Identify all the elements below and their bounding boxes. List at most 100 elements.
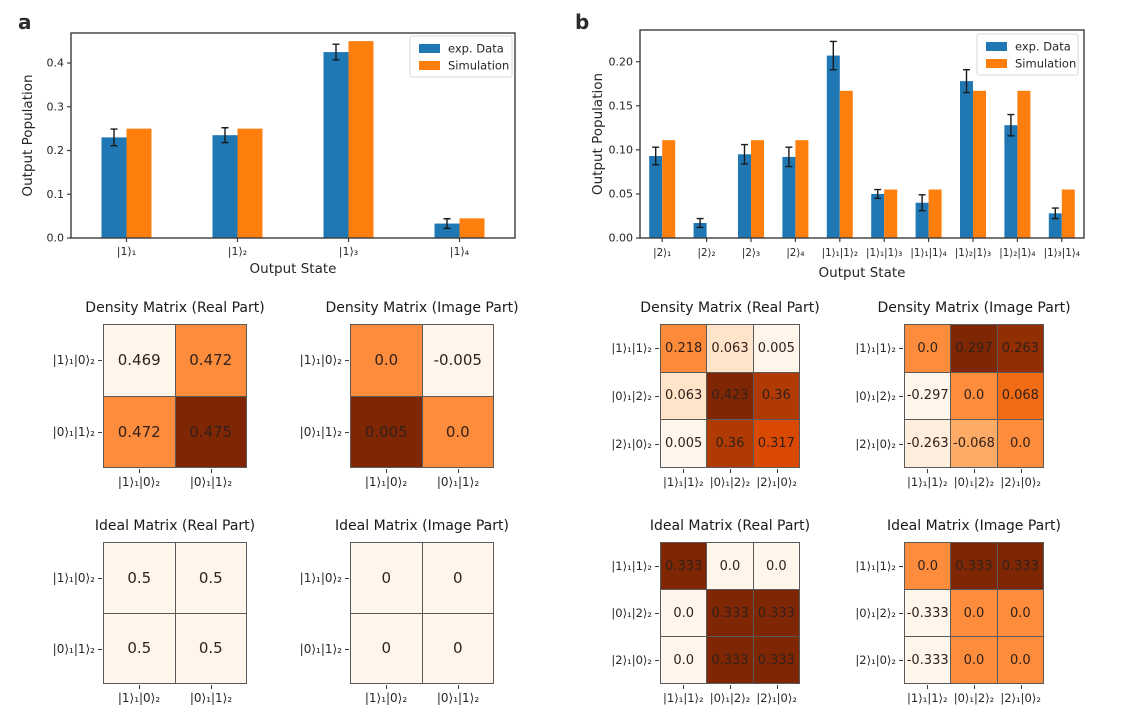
matrix-y-tick [655,565,659,567]
matrix-cell: 0.333 [753,637,799,683]
bar-exp-data [649,156,663,238]
matrix-cell: 0.36 [753,372,799,420]
matrix-y-tick [98,432,102,433]
matrix-b-ideal-imag: Ideal Matrix (Image Part) 0.0 0.333 0.333 -0… [804,518,1084,714]
matrix-cell: 0.333 [951,543,997,589]
matrix-title: Ideal Matrix (Real Part) [649,518,811,534]
matrix-col-label: |0⟩₁|1⟩₂ [189,475,233,489]
bar-simulation [928,189,942,238]
matrix-cell: 0.0 [661,590,707,636]
x-tick-label: |1⟩₂|1⟩₃ [955,247,991,259]
matrix-cell: 0.0 [661,637,707,683]
bar-simulation [1061,189,1075,238]
matrix-x-tick [927,469,929,473]
bar-simulation [751,140,764,238]
matrix-cell: 0.263 [997,325,1043,372]
matrix-row-label: |0⟩₁|2⟩₂ [855,606,896,620]
matrix-y-tick [345,577,349,579]
matrix-y-tick [345,648,349,650]
legend-swatch [986,59,1007,68]
matrix-row-label: |1⟩₁|0⟩₂ [299,353,342,367]
bar-chart-b: 0.00 0.05 0.10 0.15 0.20 |2⟩₁ |2⟩₂ |2⟩₃ |2⟩₄ |1⟩₁… [590,29,1085,281]
bar-exp-data [1048,213,1062,238]
bar-simulation [795,140,809,238]
heatmap-grid: 0.469 0.472 0.472 0.475 [103,324,247,468]
matrix-row-label: |2⟩₁|0⟩₂ [611,437,652,451]
matrix-title: Ideal Matrix (Image Part) [335,518,509,534]
matrix-cell: -0.297 [905,372,951,420]
matrix-row-label: |0⟩₁|2⟩₂ [611,389,652,403]
matrix-col-label: |0⟩₁|2⟩₂ [953,691,995,705]
error-bar [741,143,748,165]
heatmap-grid: 0.5 0.5 0.5 0.5 [103,542,247,684]
matrix-cell: 0.005 [753,325,799,372]
matrix-row-label: |0⟩₁|2⟩₂ [611,606,652,620]
y-axis-label: Output Population [590,73,606,195]
bar-exp-data [826,55,840,238]
bar-exp-data [101,137,127,238]
y-tick-label: 0.05 [609,188,634,201]
bar-exp-data [782,156,796,238]
matrix-y-tick [345,432,349,433]
matrix-cell: -0.263 [905,420,951,467]
matrix-cell: 0.0 [997,637,1043,683]
matrix-a-density-real: Density Matrix (Real Part) 0.469 0.472 0.47… [3,300,287,498]
matrix-x-tick [927,685,929,689]
bar-exp-data [738,154,751,238]
matrix-a-density-imag: Density Matrix (Image Part) 0.0 -0.005 0.00… [250,300,534,498]
matrix-x-tick [683,685,685,689]
y-tick-label: 0.3 [47,100,65,113]
matrix-x-tick [730,685,731,689]
error-bar [1007,113,1015,137]
matrix-cell: 0.005 [661,420,707,467]
bar-simulation [662,140,676,238]
matrix-row-label: |1⟩₁|1⟩₂ [855,558,896,573]
matrix-cell: 0.0 [997,420,1043,467]
x-tick-label: |2⟩₁ [653,247,671,259]
legend-swatch [986,42,1007,51]
error-bar [221,127,229,144]
matrix-cell: 0.0 [753,543,799,589]
matrix-cell: 0.5 [104,543,175,613]
heatmap-grid: 0.218 0.063 0.005 0.063 0.423 0.36 0.005 0.36 0.… [660,324,800,468]
matrix-row-label: |1⟩₁|0⟩₂ [299,570,342,585]
bar-simulation [348,41,374,239]
matrix-col-label: |0⟩₁|1⟩₂ [436,691,480,705]
matrix-cell: 0.0 [351,325,422,396]
bar-exp-data [434,223,460,238]
matrix-col-label: |1⟩₁|0⟩₂ [364,691,408,705]
panel-label-a: a [18,10,32,34]
matrix-a-ideal-real: Ideal Matrix (Real Part) 0.5 0.5 0.5 0.5 |1⟩₁… [3,518,287,714]
matrix-row-label: |1⟩₁|1⟩₂ [855,341,896,355]
matrix-x-tick [974,685,975,689]
x-tick-label: |1⟩₂ [228,245,247,258]
matrix-cell: 0.068 [997,372,1043,420]
matrix-x-tick [458,685,459,689]
matrix-cell: 0.0 [951,590,997,636]
matrix-row-label: |0⟩₁|1⟩₂ [299,641,342,656]
y-axis-label: Output Population [20,74,36,196]
panel-label-b: b [575,10,590,34]
x-tick-label: |1⟩₄ [450,245,470,258]
matrix-x-tick [730,469,731,473]
matrix-x-tick [458,469,459,473]
error-bar [110,128,118,147]
matrix-x-tick [1020,685,1022,689]
x-tick-label: |2⟩₄ [786,247,804,259]
matrix-row-label: |0⟩₁|1⟩₂ [52,641,95,656]
matrix-y-tick [655,348,659,349]
y-tick-label: 0.1 [47,188,65,201]
matrix-col-label: |0⟩₁|2⟩₂ [709,475,751,489]
matrix-cell: 0.0 [707,543,753,589]
x-tick-label: |2⟩₃ [742,247,760,259]
matrix-cell: 0.0 [905,325,951,372]
matrix-x-tick [139,685,140,689]
matrix-cell: 0 [422,613,493,683]
x-axis-label: Output State [250,261,337,277]
matrix-col-label: |0⟩₁|2⟩₂ [953,475,995,489]
matrix-cell: 0.423 [707,372,753,420]
y-tick-label: 0.2 [47,144,65,157]
matrix-col-label: |2⟩₁|0⟩₂ [756,691,797,705]
x-tick-label: |1⟩₁ [117,245,136,258]
matrix-y-tick [98,648,102,650]
